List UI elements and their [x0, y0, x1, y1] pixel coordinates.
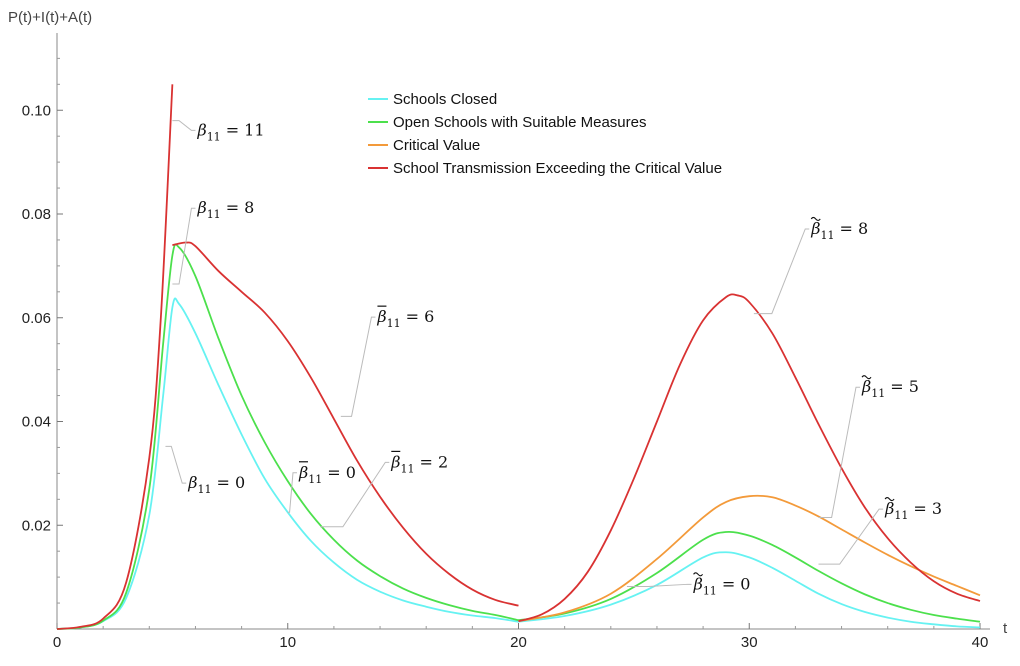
svg-text:β11= 0: β11 = 0 [298, 463, 356, 486]
callout-label-6: β11 = 8 [810, 216, 868, 242]
x-tick-label: 0 [53, 634, 61, 651]
accent-tilde [861, 375, 872, 380]
svg-text:β11= 5: β11 = 5 [861, 377, 919, 400]
callout-leader-5 [320, 461, 390, 528]
curves [56, 84, 981, 630]
callout-leader-7 [818, 386, 861, 518]
y-tick-label: 0.08 [22, 206, 51, 223]
svg-text:β11= 6: β11 = 6 [376, 307, 434, 330]
callout-label-3: β11 = 6 [376, 305, 434, 330]
x-tick-label: 30 [741, 634, 758, 651]
accent-tilde [693, 572, 704, 577]
y-axis-label: P(t)+I(t)+A(t) [8, 9, 92, 26]
callout-leader-6 [753, 228, 810, 315]
x-tick-label: 20 [510, 634, 527, 651]
callout-leader-2 [165, 445, 187, 484]
callout-label-5: β11 = 2 [390, 450, 448, 475]
accent-tilde [884, 497, 895, 502]
legend-entry-0: Schools Closed [393, 91, 497, 108]
legend-entry-1: Open Schools with Suitable Measures [393, 114, 646, 131]
callout-label-8: β11 = 3 [884, 497, 942, 522]
y-tick-label: 0.02 [22, 517, 51, 534]
series-line-3-segment-0 [56, 84, 174, 630]
svg-text:β11= 8: β11 = 8 [810, 219, 868, 242]
series-line-1-segment-0 [56, 243, 519, 630]
series-line-2-segment-0 [518, 494, 981, 623]
series-line-0-segment-1 [518, 551, 981, 629]
svg-text:β11= 8: β11 = 8 [196, 198, 254, 221]
series-line-1-segment-1 [518, 530, 981, 623]
callout-leader-0 [172, 120, 196, 131]
y-tick-label: 0.06 [22, 310, 51, 327]
svg-text:β11= 2: β11 = 2 [390, 452, 448, 475]
y-tick-label: 0.10 [22, 102, 51, 119]
series-line-3-segment-2 [518, 293, 981, 623]
callout-leader-3 [340, 316, 376, 417]
accent-tilde [810, 216, 821, 222]
callout-leader-4 [287, 472, 297, 513]
y-tick-label: 0.04 [22, 414, 51, 431]
callout-leader-1 [172, 207, 196, 285]
x-axis-label: t [1003, 620, 1008, 637]
axes: 0 10 20 30 40 0.02 0.04 0.06 0.08 0.10 t P(t)+I(t)+… [8, 9, 1008, 651]
callout-label-2: β11 = 0 [187, 473, 245, 496]
callout-label-9: β11 = 0 [693, 572, 751, 597]
callout-leader-9 [626, 583, 692, 587]
callout-label-0: β11 = 11 [196, 120, 264, 143]
legend: Schools Closed Open Schools with Suitable… [368, 91, 722, 177]
callout-label-4: β11 = 0 [298, 461, 356, 486]
legend-entry-3: School Transmission Exceeding the Critic… [393, 160, 722, 177]
callouts: β11 = 11 β11 = 8 β11 = 0 β11 = 6 β11 = 0 β11 = 2 β11… [165, 120, 942, 597]
svg-text:β11= 11: β11 = 11 [196, 120, 264, 143]
svg-text:β11= 0: β11 = 0 [693, 574, 751, 597]
series-line-0-segment-0 [56, 297, 519, 630]
x-tick-label: 40 [972, 634, 989, 651]
callout-leader-8 [818, 508, 884, 565]
callout-label-1: β11 = 8 [196, 198, 254, 221]
legend-entry-2: Critical Value [393, 137, 480, 154]
series-line-3-segment-1 [172, 241, 519, 607]
callout-label-7: β11 = 5 [861, 375, 919, 400]
x-tick-label: 10 [279, 634, 296, 651]
svg-text:β11= 0: β11 = 0 [187, 473, 245, 496]
svg-text:β11= 3: β11 = 3 [884, 499, 942, 522]
